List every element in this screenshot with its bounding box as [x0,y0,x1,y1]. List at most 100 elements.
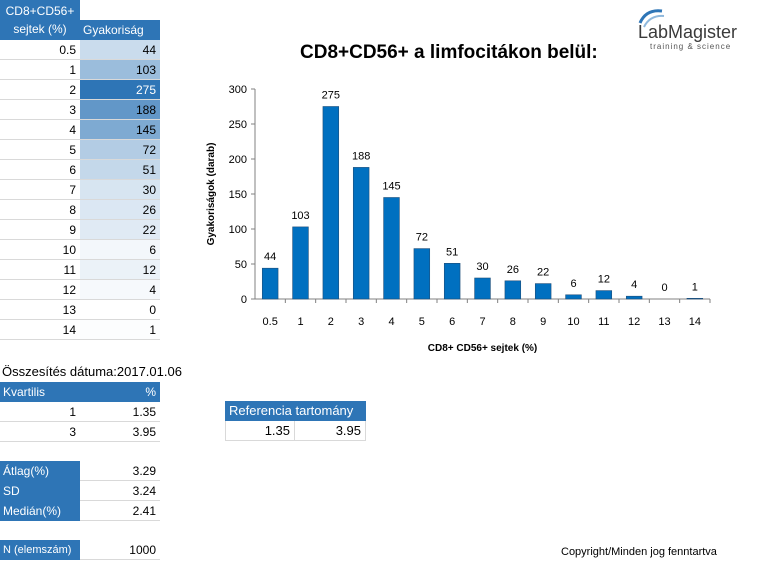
logo-name: LabMagister [638,22,738,42]
bin-cell: 14 [0,320,80,340]
labmagister-logo: LabMagister training & science [636,5,746,51]
count-cell: 26 [80,200,160,220]
x-tick-label: 5 [419,316,425,328]
header-spacer [80,0,160,20]
y-tick-label: 200 [229,154,247,166]
bin-cell: 7 [0,180,80,200]
y-tick-label: 250 [229,119,247,131]
quartile-3-value: 3.95 [80,422,160,442]
count-cell: 275 [80,80,160,100]
data-label: 26 [507,264,519,276]
data-label: 44 [264,251,276,263]
bin-cell: 13 [0,300,80,320]
count-cell: 6 [80,240,160,260]
median-label: Medián(%) [0,501,80,521]
data-label: 0 [661,282,667,294]
y-tick-label: 50 [235,259,247,271]
x-axis-title: CD8+ CD56+ sejtek (%) [428,343,538,354]
quartile-header: Kvartilis [0,382,80,402]
data-label: 22 [537,267,549,279]
mean-value: 3.29 [80,461,160,481]
data-label: 103 [291,210,309,222]
bin-column-header: CD8+CD56+ sejtek (%) [0,0,80,40]
count-column-header: Gyakoriság [80,20,160,40]
x-tick-label: 10 [567,316,579,328]
count-cell: 103 [80,60,160,80]
y-tick-label: 150 [229,189,247,201]
data-label: 12 [598,274,610,286]
bin-cell: 5 [0,140,80,160]
frequency-table: CD8+CD56+ sejtek (%) Gyakoriság 0.5 44 1 10… [0,0,160,340]
summary-date: Összesítés dátuma:2017.01.06 [2,364,182,379]
bin-cell: 6 [0,160,80,180]
n-value: 1000 [80,540,160,560]
x-tick-label: 0.5 [263,316,278,328]
count-cell: 0 [80,300,160,320]
n-label: N (elemszám) [0,540,80,560]
reference-low: 1.35 [225,421,295,441]
count-cell: 44 [80,40,160,60]
x-tick-label: 13 [658,316,670,328]
sd-value: 3.24 [80,481,160,501]
bin-cell: 1 [0,60,80,80]
bar [261,267,279,300]
data-label: 188 [352,150,370,162]
quartile-3-label: 3 [0,422,80,442]
count-cell: 51 [80,160,160,180]
data-label: 145 [382,181,400,193]
bin-cell: 9 [0,220,80,240]
x-tick-label: 8 [510,316,516,328]
bar [413,248,431,300]
count-cell: 30 [80,180,160,200]
data-label: 51 [446,246,458,258]
y-tick-label: 100 [229,224,247,236]
bin-cell: 12 [0,280,80,300]
bar [504,280,522,300]
quartile-1-label: 1 [0,402,80,422]
x-tick-label: 4 [388,316,394,328]
histogram-chart: 050100150200250300440.510312752188314547… [206,84,711,354]
y-tick-label: 300 [229,84,247,96]
x-tick-label: 1 [297,316,303,328]
percent-header: % [80,382,160,402]
bin-cell: 2 [0,80,80,100]
chart-title: CD8+CD56+ a limfocitákon belül: [300,42,598,63]
bin-cell: 0.5 [0,40,80,60]
bin-cell: 3 [0,100,80,120]
count-cell: 145 [80,120,160,140]
median-value: 2.41 [80,501,160,521]
data-label: 275 [322,90,340,102]
reference-high: 3.95 [295,421,366,441]
x-tick-label: 14 [689,316,701,328]
x-tick-label: 2 [328,316,334,328]
logo-tagline: training & science [650,42,732,51]
bar [474,277,491,300]
y-tick-label: 0 [241,294,247,306]
count-cell: 22 [80,220,160,240]
sd-label: SD [0,481,80,501]
bar [322,106,340,300]
x-tick-label: 11 [598,316,609,328]
count-cell: 188 [80,100,160,120]
bin-cell: 8 [0,200,80,220]
count-cell: 12 [80,260,160,280]
count-cell: 4 [80,280,160,300]
bar [292,226,309,300]
bar [534,283,552,300]
data-label: 30 [476,261,488,273]
logo-swoosh-icon [638,9,665,28]
bar [352,167,370,300]
x-tick-label: 9 [540,316,546,328]
mean-label: Átlag(%) [0,461,80,481]
data-label: 72 [416,232,428,244]
bin-cell: 4 [0,120,80,140]
count-cell: 1 [80,320,160,340]
bar [443,263,461,300]
reference-range-header: Referencia tartomány [225,401,366,421]
bar [625,295,643,300]
data-label: 6 [570,278,576,290]
quartile-1-value: 1.35 [80,402,160,422]
data-label: 4 [631,279,637,291]
x-tick-label: 6 [449,316,455,328]
bar [383,197,400,300]
